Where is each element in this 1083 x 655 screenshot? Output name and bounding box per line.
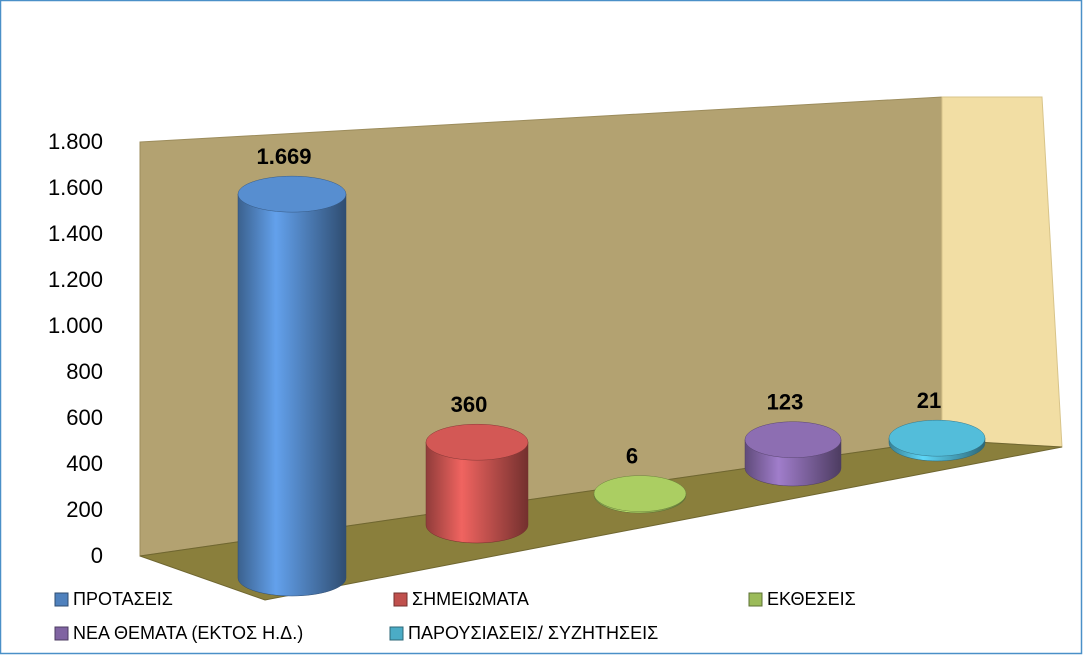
value-label: 1.669 (256, 144, 311, 169)
cylinder-top (888, 419, 986, 457)
y-tick-label: 0 (91, 543, 103, 568)
cylinder (425, 441, 529, 544)
legend-label: ΝΕΑ ΘΕΜΑΤΑ (ΕΚΤΟΣ Η.Δ.) (73, 623, 303, 643)
legend-swatch (389, 626, 404, 641)
cylinder-top (425, 423, 529, 461)
floor (139, 439, 1063, 601)
cylinder-top (744, 421, 842, 458)
legend-label: ΕΚΘΕΣΕΙΣ (767, 589, 856, 609)
y-tick-label: 1.000 (48, 313, 103, 338)
cylinder (237, 193, 347, 597)
y-tick-label: 1.200 (48, 267, 103, 292)
legend-swatch (748, 592, 763, 607)
y-tick-label: 800 (66, 359, 103, 384)
value-label: 360 (451, 392, 488, 417)
side-wall (941, 96, 1063, 448)
y-tick-label: 1.600 (48, 175, 103, 200)
legend-label: ΣΗΜΕΙΩΜΑΤΑ (412, 589, 529, 609)
legend-label: ΠΡΟΤΑΣΕΙΣ (73, 589, 173, 609)
legend-swatch (393, 592, 408, 607)
value-label: 21 (917, 388, 941, 413)
cylinder-top (593, 475, 687, 512)
legend-swatch (54, 592, 69, 607)
y-tick-label: 200 (66, 497, 103, 522)
legend-swatch (54, 626, 69, 641)
y-tick-label: 400 (66, 451, 103, 476)
y-tick-label: 1.400 (48, 221, 103, 246)
y-tick-label: 1.800 (48, 129, 103, 154)
y-tick-label: 600 (66, 405, 103, 430)
legend-label: ΠΑΡΟΥΣΙΑΣΕΙΣ/ ΣΥΖΗΤΗΣΕΙΣ (408, 623, 658, 643)
value-label: 123 (767, 390, 804, 415)
cylinder-top (237, 175, 347, 213)
value-label: 6 (626, 443, 638, 468)
